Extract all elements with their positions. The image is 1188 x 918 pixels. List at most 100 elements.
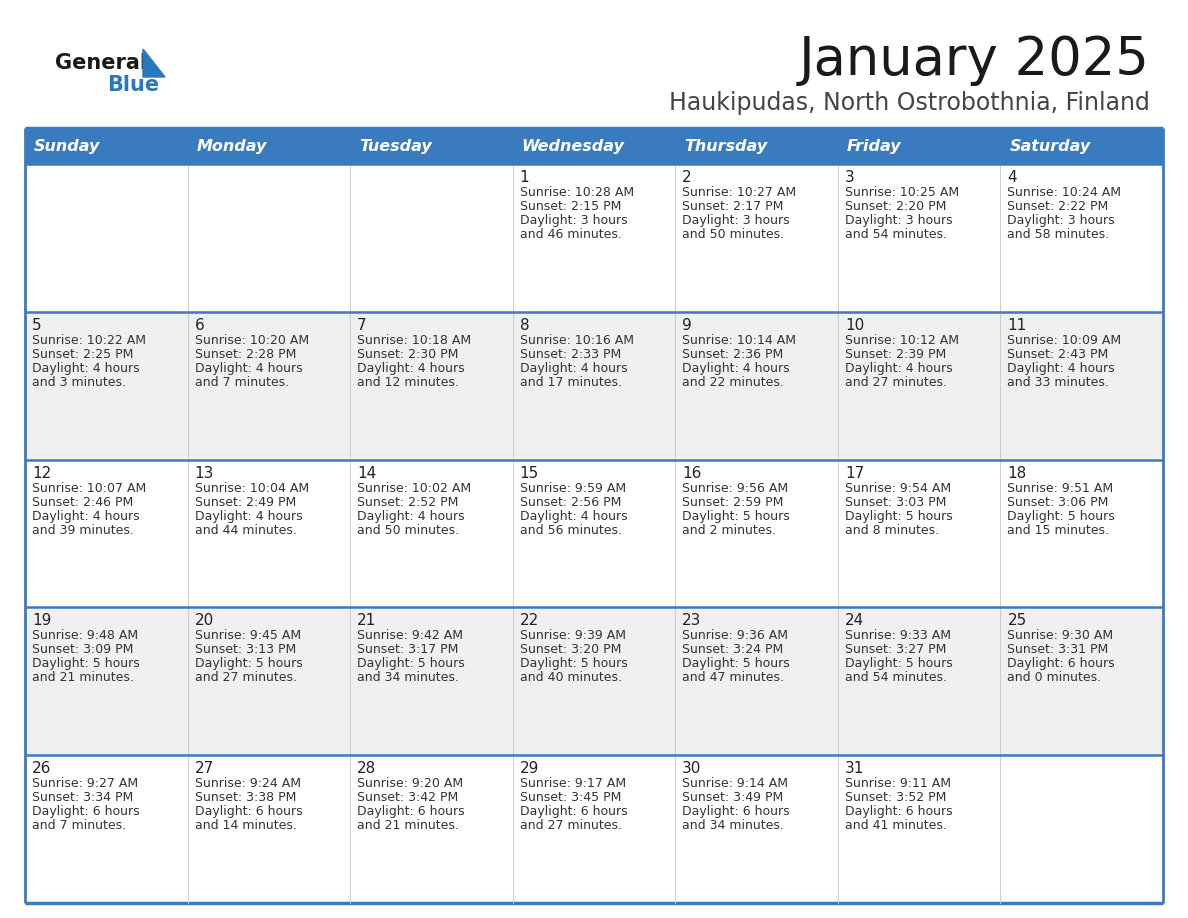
Text: Sunrise: 9:24 AM: Sunrise: 9:24 AM <box>195 778 301 790</box>
Text: and 41 minutes.: and 41 minutes. <box>845 819 947 833</box>
Text: Daylight: 3 hours: Daylight: 3 hours <box>845 214 953 227</box>
Text: 10: 10 <box>845 318 864 333</box>
Text: Sunset: 3:13 PM: Sunset: 3:13 PM <box>195 644 296 656</box>
Text: Sunset: 3:52 PM: Sunset: 3:52 PM <box>845 791 946 804</box>
Text: Daylight: 5 hours: Daylight: 5 hours <box>519 657 627 670</box>
Text: Sunrise: 10:25 AM: Sunrise: 10:25 AM <box>845 186 959 199</box>
Text: Sunrise: 10:20 AM: Sunrise: 10:20 AM <box>195 334 309 347</box>
Text: and 58 minutes.: and 58 minutes. <box>1007 228 1110 241</box>
Text: and 50 minutes.: and 50 minutes. <box>682 228 784 241</box>
Text: Sunset: 3:03 PM: Sunset: 3:03 PM <box>845 496 946 509</box>
Text: Sunset: 3:49 PM: Sunset: 3:49 PM <box>682 791 784 804</box>
Text: and 12 minutes.: and 12 minutes. <box>358 375 459 389</box>
Text: and 34 minutes.: and 34 minutes. <box>682 819 784 833</box>
Text: and 14 minutes.: and 14 minutes. <box>195 819 297 833</box>
Text: and 46 minutes.: and 46 minutes. <box>519 228 621 241</box>
Text: and 21 minutes.: and 21 minutes. <box>358 819 459 833</box>
Text: 22: 22 <box>519 613 539 629</box>
Text: Sunset: 2:20 PM: Sunset: 2:20 PM <box>845 200 946 213</box>
Text: Sunrise: 9:14 AM: Sunrise: 9:14 AM <box>682 778 789 790</box>
Text: Daylight: 6 hours: Daylight: 6 hours <box>682 805 790 818</box>
Text: and 8 minutes.: and 8 minutes. <box>845 523 939 537</box>
Text: and 27 minutes.: and 27 minutes. <box>845 375 947 389</box>
Text: Sunday: Sunday <box>34 139 100 153</box>
Text: 13: 13 <box>195 465 214 481</box>
Text: Sunset: 2:17 PM: Sunset: 2:17 PM <box>682 200 784 213</box>
Text: Sunset: 3:34 PM: Sunset: 3:34 PM <box>32 791 133 804</box>
Text: and 15 minutes.: and 15 minutes. <box>1007 523 1110 537</box>
Text: Thursday: Thursday <box>684 139 767 153</box>
Text: 5: 5 <box>32 318 42 333</box>
Bar <box>1000 128 1163 164</box>
Text: Wednesday: Wednesday <box>522 139 625 153</box>
Text: 20: 20 <box>195 613 214 629</box>
Text: 25: 25 <box>1007 613 1026 629</box>
Text: and 7 minutes.: and 7 minutes. <box>195 375 289 389</box>
Text: Daylight: 5 hours: Daylight: 5 hours <box>195 657 302 670</box>
Text: Sunset: 3:20 PM: Sunset: 3:20 PM <box>519 644 621 656</box>
Text: Sunset: 2:46 PM: Sunset: 2:46 PM <box>32 496 133 509</box>
Text: 1: 1 <box>519 170 530 185</box>
Text: Sunset: 3:42 PM: Sunset: 3:42 PM <box>358 791 459 804</box>
Bar <box>675 128 838 164</box>
Text: 29: 29 <box>519 761 539 777</box>
Text: and 40 minutes.: and 40 minutes. <box>519 671 621 685</box>
Text: 8: 8 <box>519 318 530 333</box>
Text: 21: 21 <box>358 613 377 629</box>
Text: Sunset: 3:09 PM: Sunset: 3:09 PM <box>32 644 133 656</box>
Bar <box>25 608 1163 756</box>
Text: Daylight: 4 hours: Daylight: 4 hours <box>195 509 302 522</box>
Text: 31: 31 <box>845 761 864 777</box>
Text: and 33 minutes.: and 33 minutes. <box>1007 375 1110 389</box>
Text: Sunset: 2:30 PM: Sunset: 2:30 PM <box>358 348 459 361</box>
Text: 23: 23 <box>682 613 702 629</box>
Text: 30: 30 <box>682 761 702 777</box>
Text: Daylight: 4 hours: Daylight: 4 hours <box>358 362 465 375</box>
Polygon shape <box>143 49 165 77</box>
Text: General: General <box>55 53 147 73</box>
Text: Sunrise: 10:04 AM: Sunrise: 10:04 AM <box>195 482 309 495</box>
Text: 14: 14 <box>358 465 377 481</box>
Text: Sunrise: 10:12 AM: Sunrise: 10:12 AM <box>845 334 959 347</box>
Text: Sunrise: 10:22 AM: Sunrise: 10:22 AM <box>32 334 146 347</box>
Text: and 27 minutes.: and 27 minutes. <box>519 819 621 833</box>
Text: Sunset: 2:33 PM: Sunset: 2:33 PM <box>519 348 621 361</box>
Text: and 54 minutes.: and 54 minutes. <box>845 228 947 241</box>
Text: Sunset: 3:17 PM: Sunset: 3:17 PM <box>358 644 459 656</box>
Text: Sunset: 3:45 PM: Sunset: 3:45 PM <box>519 791 621 804</box>
Text: Daylight: 5 hours: Daylight: 5 hours <box>358 657 465 670</box>
Text: Sunrise: 9:59 AM: Sunrise: 9:59 AM <box>519 482 626 495</box>
Text: 7: 7 <box>358 318 367 333</box>
Text: Daylight: 5 hours: Daylight: 5 hours <box>682 657 790 670</box>
Text: Daylight: 5 hours: Daylight: 5 hours <box>845 509 953 522</box>
Text: Sunrise: 9:48 AM: Sunrise: 9:48 AM <box>32 630 138 643</box>
Bar <box>25 164 1163 312</box>
Bar <box>25 460 1163 608</box>
Text: Sunrise: 10:14 AM: Sunrise: 10:14 AM <box>682 334 796 347</box>
Text: 16: 16 <box>682 465 702 481</box>
Bar <box>25 756 1163 903</box>
Text: Sunrise: 10:09 AM: Sunrise: 10:09 AM <box>1007 334 1121 347</box>
Text: Sunset: 2:22 PM: Sunset: 2:22 PM <box>1007 200 1108 213</box>
Text: Daylight: 3 hours: Daylight: 3 hours <box>1007 214 1116 227</box>
Text: January 2025: January 2025 <box>800 34 1150 86</box>
Text: Sunset: 2:36 PM: Sunset: 2:36 PM <box>682 348 784 361</box>
Text: Daylight: 6 hours: Daylight: 6 hours <box>1007 657 1116 670</box>
Text: Sunset: 2:28 PM: Sunset: 2:28 PM <box>195 348 296 361</box>
Text: 17: 17 <box>845 465 864 481</box>
Text: Sunrise: 10:02 AM: Sunrise: 10:02 AM <box>358 482 472 495</box>
Text: Sunrise: 9:11 AM: Sunrise: 9:11 AM <box>845 778 950 790</box>
Text: Daylight: 6 hours: Daylight: 6 hours <box>845 805 953 818</box>
Text: Sunrise: 9:27 AM: Sunrise: 9:27 AM <box>32 778 138 790</box>
Text: Daylight: 6 hours: Daylight: 6 hours <box>358 805 465 818</box>
Text: Daylight: 5 hours: Daylight: 5 hours <box>845 657 953 670</box>
Text: Sunrise: 9:30 AM: Sunrise: 9:30 AM <box>1007 630 1113 643</box>
Text: Daylight: 4 hours: Daylight: 4 hours <box>358 509 465 522</box>
Bar <box>25 312 1163 460</box>
Bar <box>188 128 350 164</box>
Text: and 56 minutes.: and 56 minutes. <box>519 523 621 537</box>
Text: Sunset: 2:56 PM: Sunset: 2:56 PM <box>519 496 621 509</box>
Bar <box>838 128 1000 164</box>
Text: Haukipudas, North Ostrobothnia, Finland: Haukipudas, North Ostrobothnia, Finland <box>669 91 1150 115</box>
Text: Sunrise: 10:18 AM: Sunrise: 10:18 AM <box>358 334 472 347</box>
